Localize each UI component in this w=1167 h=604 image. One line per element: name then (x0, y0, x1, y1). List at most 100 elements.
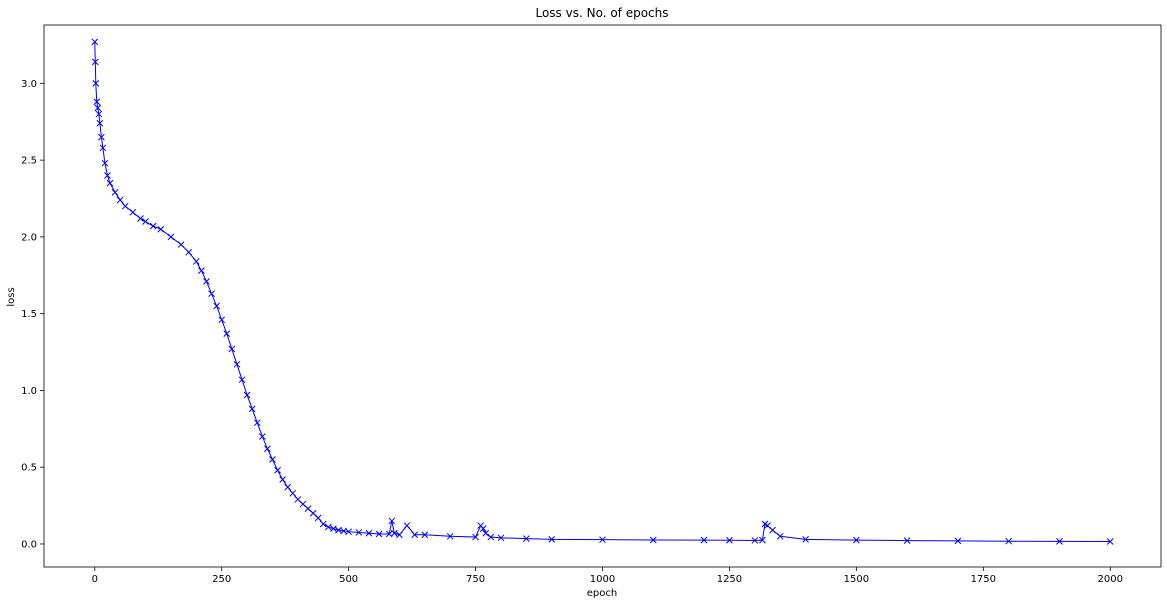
y-tick-label: 3.0 (21, 79, 37, 90)
data-point (198, 267, 205, 275)
y-tick-label: 1.0 (21, 386, 37, 397)
x-tick-label: 1000 (590, 574, 615, 585)
data-point (487, 533, 495, 541)
x-tick-label: 1750 (971, 574, 996, 585)
data-point (472, 533, 479, 541)
data-point (776, 532, 784, 540)
chart-title: Loss vs. No. of epochs (535, 6, 668, 20)
y-tick-label: 1.5 (21, 309, 37, 320)
data-point (314, 514, 322, 522)
data-point (954, 537, 962, 545)
x-axis-ticks: 0 250 500 750 1000 1250 1500 1750 2000 (92, 567, 1123, 585)
data-point (649, 536, 657, 544)
data-point (279, 476, 286, 483)
data-point (284, 483, 292, 491)
data-point (903, 537, 911, 544)
y-tick-label: 2.5 (21, 156, 37, 167)
data-point (99, 144, 107, 152)
data-point (479, 525, 487, 532)
data-point (1005, 537, 1013, 545)
data-point (802, 536, 809, 543)
data-point (91, 38, 99, 46)
data-point (759, 536, 766, 544)
data-point (522, 535, 530, 542)
data-point (330, 525, 337, 532)
data-point (233, 360, 241, 368)
data-point (446, 532, 454, 540)
data-point (411, 531, 418, 539)
series-line (94, 41, 1111, 543)
data-point (93, 98, 101, 106)
plot-area (43, 24, 1162, 568)
data-point (390, 529, 398, 537)
data-point (218, 316, 226, 324)
data-point (1106, 538, 1114, 545)
data-point (185, 248, 193, 256)
data-point (142, 218, 149, 225)
y-tick-label: 0.0 (21, 539, 37, 550)
data-point (91, 58, 99, 66)
y-tick-label: 0.5 (21, 463, 37, 474)
x-tick-label: 250 (212, 574, 231, 585)
axes-frame (43, 24, 1162, 568)
data-point (157, 225, 165, 233)
data-point (548, 536, 556, 543)
data-point (96, 119, 104, 127)
data-point (98, 133, 105, 141)
y-axis-ticks: 0.0 0.5 1.0 1.5 2.0 2.5 3.0 (21, 79, 44, 550)
data-point (269, 456, 276, 463)
data-point (345, 528, 352, 536)
data-point (213, 302, 220, 310)
x-axis-label: epoch (587, 588, 617, 599)
data-point (223, 330, 231, 337)
data-point (264, 445, 271, 453)
data-point (497, 534, 505, 542)
data-point (121, 202, 129, 210)
x-tick-label: 0 (92, 574, 98, 585)
data-point (129, 208, 137, 216)
data-point (319, 520, 327, 528)
data-point (95, 110, 103, 118)
data-point (192, 258, 200, 265)
data-point (769, 526, 776, 534)
data-point (599, 536, 606, 544)
data-point (355, 529, 363, 536)
y-tick-label: 2.0 (21, 232, 37, 243)
data-point (253, 419, 261, 427)
data-point (388, 517, 396, 525)
data-point (137, 215, 144, 222)
x-tick-label: 750 (466, 574, 485, 585)
data-point (396, 531, 403, 539)
y-axis-label: loss (6, 287, 17, 306)
x-tick-label: 1500 (844, 574, 869, 585)
series-markers (91, 38, 1114, 545)
x-tick-label: 1250 (717, 574, 742, 585)
x-tick-label: 500 (339, 574, 358, 585)
data-point (111, 189, 119, 196)
data-point (228, 345, 236, 353)
data-point (104, 172, 111, 179)
data-point (324, 523, 332, 531)
data-point (203, 278, 210, 285)
data-point (365, 529, 373, 537)
data-point (751, 537, 759, 544)
data-point (208, 290, 215, 298)
data-point (92, 79, 100, 87)
data-point (375, 530, 383, 538)
data-point (1056, 538, 1063, 545)
data-point (274, 466, 281, 474)
data-point (726, 536, 733, 544)
data-point (238, 376, 246, 384)
data-point (243, 391, 251, 399)
data-point (403, 522, 411, 529)
data-point (421, 531, 429, 539)
data-point (289, 489, 297, 497)
data-point (94, 104, 102, 112)
data-point (853, 536, 860, 544)
data-point (106, 179, 114, 187)
data-point (700, 536, 708, 544)
data-point (149, 222, 157, 230)
data-point (258, 433, 266, 440)
data-point (167, 233, 175, 241)
